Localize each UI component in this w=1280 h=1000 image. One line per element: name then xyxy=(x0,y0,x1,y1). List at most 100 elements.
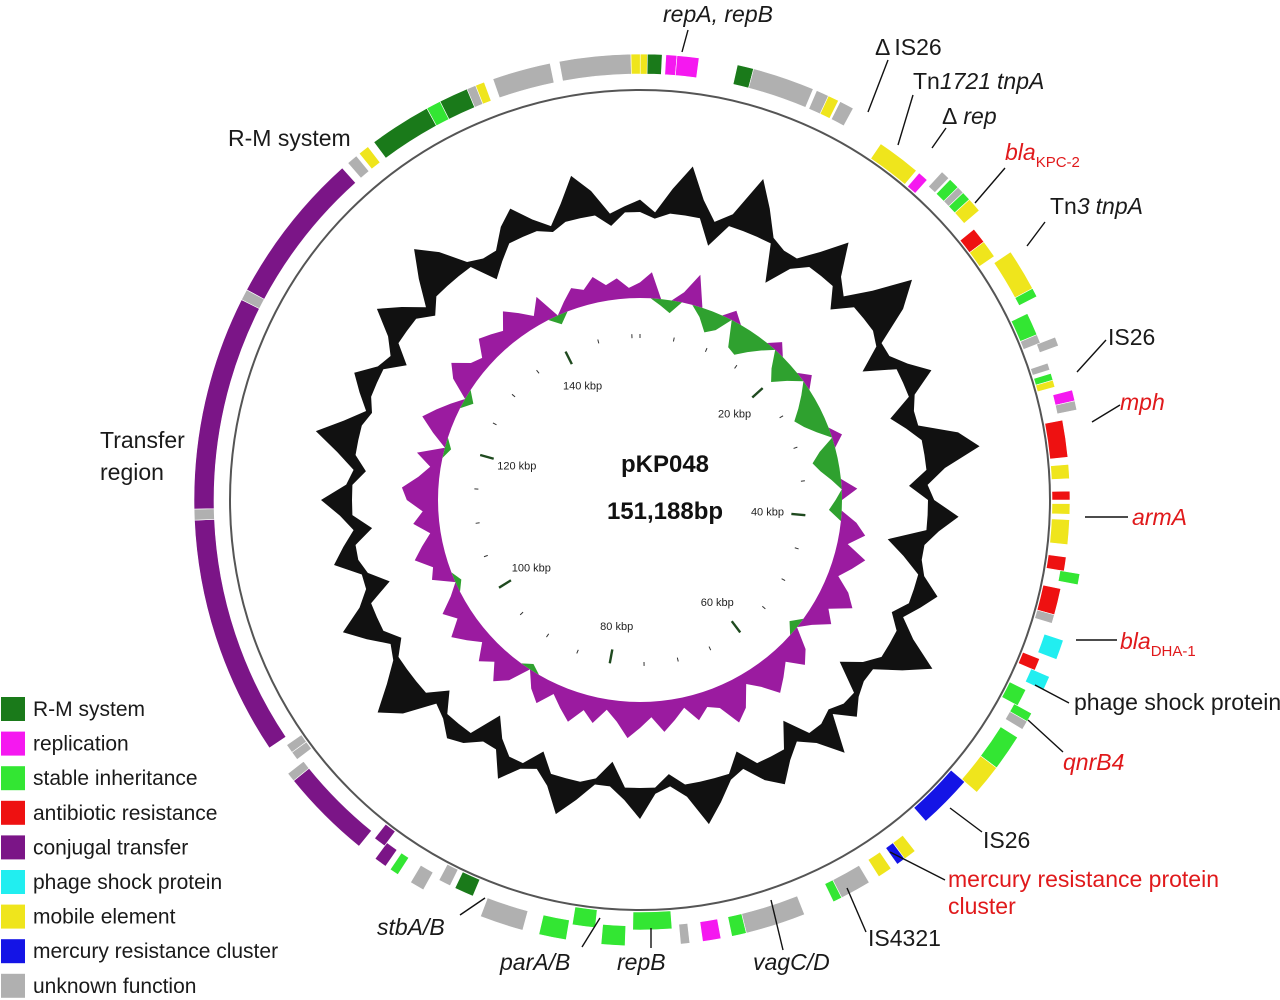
feature-mercury-resistance-cluster xyxy=(913,769,966,822)
feature-replication xyxy=(699,918,722,942)
dha1-subscript: DHA-1 xyxy=(1151,643,1196,660)
feature-unknown-function xyxy=(287,760,310,782)
feature-stable-inheritance xyxy=(600,924,627,947)
feature-replication xyxy=(675,55,700,79)
feature-stable-inheritance xyxy=(1001,681,1027,707)
legend-swatch-replication xyxy=(1,731,25,756)
plasmid-name: pKP048 xyxy=(621,451,709,478)
minor-tick xyxy=(672,337,675,342)
major-tick xyxy=(608,649,614,664)
minor-tick xyxy=(734,364,738,369)
major-tick xyxy=(564,351,573,365)
feature-mobile-element xyxy=(993,251,1033,299)
legend-label: R-M system xyxy=(33,698,145,721)
delta-symbol: Δ xyxy=(875,34,890,60)
legend-label: mercury resistance cluster xyxy=(33,940,278,963)
legend-label: antibiotic resistance xyxy=(33,802,217,825)
tick-label: 120 kbp xyxy=(497,460,536,472)
label-tn3-tnpa: Tn3 tnpA xyxy=(1050,193,1143,219)
leader-mercury xyxy=(889,851,946,881)
feature-unknown-function xyxy=(492,62,555,99)
minor-tick xyxy=(597,339,600,344)
tick-label: 80 kbp xyxy=(600,621,633,633)
label-tn1721-tnpa: Tn1721 tnpA xyxy=(913,68,1044,94)
feature-stable-inheritance xyxy=(727,913,747,937)
minor-tick xyxy=(779,415,784,419)
tick-label: 60 kbp xyxy=(701,597,734,609)
feature-unknown-function xyxy=(928,171,950,194)
dha1-bla: bla xyxy=(1120,628,1151,654)
gene-features-layer xyxy=(193,53,1081,947)
leader-is26-delta xyxy=(867,59,889,113)
feature-mobile-element xyxy=(475,81,492,105)
major-tick xyxy=(751,387,764,399)
feature-rm-system xyxy=(646,53,663,75)
label-is26-delta: Δ IS26 xyxy=(875,34,942,60)
legend-label: phage shock protein xyxy=(33,871,222,894)
legend-label: conjugal transfer xyxy=(33,836,188,859)
label-repa-repb: repA, repB xyxy=(663,1,773,27)
is26-delta-name: IS26 xyxy=(894,34,941,60)
leader-is26-a xyxy=(1076,339,1107,373)
feature-unknown-function xyxy=(438,863,459,887)
feature-mobile-element xyxy=(1050,464,1070,480)
feature-conjugal-transfer xyxy=(246,167,357,300)
legend-label: replication xyxy=(33,733,129,756)
minor-tick xyxy=(536,369,540,374)
feature-mobile-element xyxy=(867,851,892,878)
leader-stbab xyxy=(459,897,486,916)
backbone-circle xyxy=(229,89,1051,911)
minor-tick xyxy=(576,649,579,654)
feature-unknown-function xyxy=(1030,362,1051,376)
legend-swatch-mercury-resistance-cluster xyxy=(1,939,25,964)
label-mercury-line1: mercury resistance protein xyxy=(948,866,1219,892)
feature-antibiotic-resistance xyxy=(1017,651,1040,671)
leader-phage-shock xyxy=(1034,684,1070,704)
label-stbab: stbA/B xyxy=(377,914,445,940)
plasmid-length: 151,188bp xyxy=(607,498,723,525)
feature-mobile-element xyxy=(630,53,641,75)
minor-tick xyxy=(794,547,799,550)
minor-tick xyxy=(781,578,786,582)
feature-phage-shock-protein xyxy=(1037,633,1064,660)
minor-tick xyxy=(762,605,766,610)
tn1721-num: 1721 xyxy=(940,68,991,94)
feature-mobile-element xyxy=(969,241,995,267)
label-bla-kpc2: blaKPC-2 xyxy=(1005,139,1080,171)
feature-antibiotic-resistance xyxy=(1045,554,1067,572)
feature-unknown-function xyxy=(347,155,370,179)
label-parab: parA/B xyxy=(499,949,570,975)
label-is26-a: IS26 xyxy=(1108,324,1155,350)
minor-tick xyxy=(793,446,798,449)
tick-label: 40 kbp xyxy=(751,507,784,519)
feature-replication xyxy=(907,172,928,194)
tn3-gene: tnpA xyxy=(1096,193,1143,219)
leader-kpc2 xyxy=(974,167,1006,204)
feature-unknown-function xyxy=(678,923,691,945)
minor-tick xyxy=(704,347,708,352)
legend-label: unknown function xyxy=(33,975,196,998)
tick-label: 140 kbp xyxy=(563,381,602,393)
label-bla-dha1: blaDHA-1 xyxy=(1120,628,1196,660)
leader-qnrb4 xyxy=(1027,719,1064,753)
feature-replication xyxy=(664,54,678,76)
leader-rep-delta xyxy=(931,127,947,149)
legend-swatch-phage-shock-protein xyxy=(1,870,25,894)
feature-phage-shock-protein xyxy=(1024,668,1050,691)
legend-swatch-unknown-function xyxy=(1,973,25,998)
feature-unknown-function xyxy=(741,895,805,934)
minor-tick xyxy=(676,657,679,662)
label-arma: armA xyxy=(1132,504,1187,530)
leader-repa-repb xyxy=(681,29,689,53)
leader-vagcd xyxy=(770,899,784,951)
major-tick xyxy=(479,453,495,460)
minor-tick xyxy=(708,646,712,651)
feature-unknown-function xyxy=(1036,336,1059,354)
major-tick xyxy=(498,579,512,589)
kbp-tick-layer: 20 kbp 40 kbp 60 kbp 80 kbp 100 kbp 120 kbp 14… xyxy=(474,334,806,666)
label-is4321: IS4321 xyxy=(868,925,941,951)
label-is26-b: IS26 xyxy=(983,827,1030,853)
rep-delta-name: rep xyxy=(963,103,996,129)
leader-tn3 xyxy=(1026,221,1046,247)
